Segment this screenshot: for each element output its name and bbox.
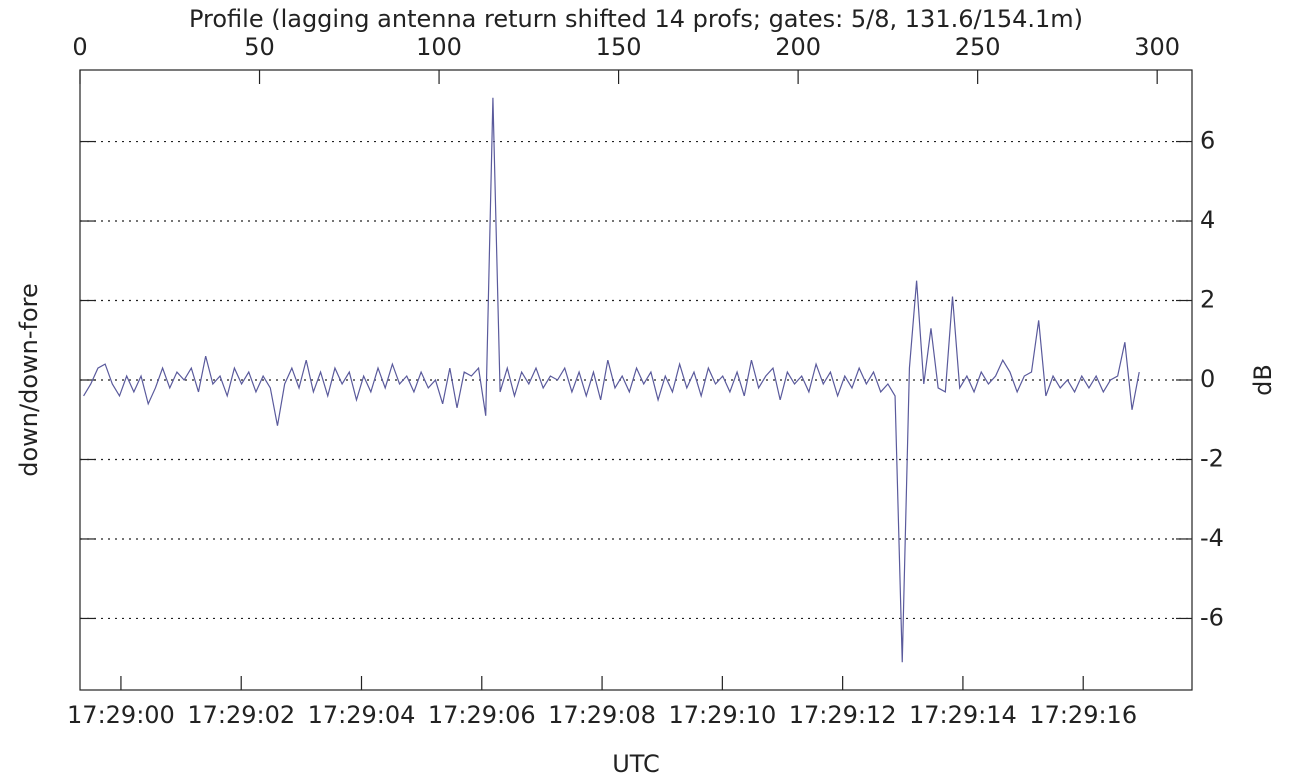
bottom-tick-label: 17:29:06 <box>428 701 536 729</box>
bottom-tick-label: 17:29:14 <box>909 701 1017 729</box>
top-tick-label: 200 <box>775 33 821 61</box>
bottom-tick-label: 17:29:10 <box>668 701 776 729</box>
y-tick-label: -4 <box>1200 524 1224 552</box>
bottom-tick-label: 17:29:00 <box>67 701 175 729</box>
y-tick-label: -6 <box>1200 603 1224 631</box>
x-axis-label: UTC <box>612 750 660 778</box>
top-tick-label: 0 <box>72 33 87 61</box>
top-tick-label: 50 <box>244 33 275 61</box>
top-tick-label: 150 <box>596 33 642 61</box>
bottom-tick-label: 17:29:04 <box>308 701 416 729</box>
bottom-tick-label: 17:29:16 <box>1029 701 1137 729</box>
y-axis-label: down/down-fore <box>15 283 43 477</box>
y2-axis-label: dB <box>1249 364 1277 396</box>
y-tick-label: -2 <box>1200 444 1224 472</box>
chart-title: Profile (lagging antenna return shifted … <box>189 5 1083 33</box>
bottom-tick-label: 17:29:12 <box>789 701 897 729</box>
top-tick-label: 300 <box>1134 33 1180 61</box>
top-tick-label: 100 <box>416 33 462 61</box>
y-tick-label: 0 <box>1200 365 1215 393</box>
data-line <box>83 97 1140 663</box>
bottom-tick-label: 17:29:02 <box>187 701 295 729</box>
y-tick-label: 6 <box>1200 127 1215 155</box>
y-tick-label: 2 <box>1200 286 1215 314</box>
top-tick-label: 250 <box>955 33 1001 61</box>
bottom-tick-label: 17:29:08 <box>548 701 656 729</box>
y-tick-label: 4 <box>1200 206 1215 234</box>
